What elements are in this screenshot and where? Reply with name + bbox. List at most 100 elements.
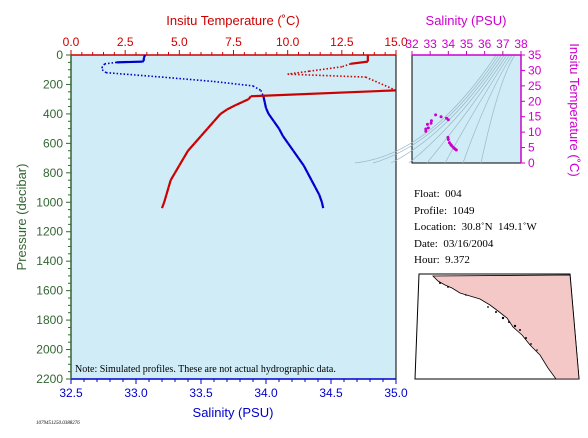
- temperature-profile-segment: [226, 104, 237, 111]
- salinity-profile-segment: [278, 128, 284, 137]
- temperature-profile-segment: [241, 98, 250, 104]
- salinity-profile-segment: [306, 172, 313, 181]
- float-number: Float: 004: [414, 188, 462, 200]
- ts-points: [424, 113, 458, 152]
- salinity-profile-segment: [292, 150, 300, 159]
- temperature-profile-segment: [213, 113, 222, 123]
- salinity-tick-label: 35.0: [384, 386, 408, 400]
- ts-point: [446, 118, 450, 122]
- salinity-profile-segment: [116, 60, 143, 64]
- temperature-profile-segment: [160, 201, 166, 209]
- date: Date: 03/16/2004: [414, 237, 494, 250]
- salinity-tick-label: 33.0: [124, 386, 148, 400]
- temperature-axis: 0.0 2.5 5.0 7.5 10.0 12.5 15.0: [63, 35, 408, 56]
- ts-temperature-tick-label: 5: [528, 141, 535, 155]
- salinity-profile-segment: [252, 85, 262, 92]
- temperature-profile-segment: [182, 150, 189, 159]
- temperature-profile-segment: [193, 135, 202, 145]
- ts-point: [426, 126, 430, 130]
- salinity-tick-label: 33.5: [189, 386, 213, 400]
- temperature-profile-segment: [187, 142, 196, 152]
- density-contour: [426, 54, 508, 164]
- ts-temperature-tick-label: 10: [528, 125, 542, 139]
- salinity-profile-segment: [101, 69, 107, 74]
- ts-salinity-axis-title: Salinity (PSU): [426, 13, 507, 28]
- ts-point: [425, 122, 429, 126]
- salinity-profile-segment: [318, 194, 323, 203]
- temperature-profile-segment: [174, 164, 181, 174]
- location-map: [414, 273, 580, 380]
- temperature-profile-segment: [169, 172, 176, 181]
- salinity-profile-segment: [267, 113, 275, 122]
- salinity-profile-segment: [213, 80, 254, 87]
- density-contour: [462, 54, 513, 164]
- ts-point: [429, 119, 433, 123]
- ts-point: [429, 121, 433, 125]
- float-info: Float: 004 Profile: 1049 Location: 30.8˚…: [414, 186, 537, 269]
- density-contour: [408, 54, 505, 164]
- hour: Hour: 9.372: [414, 254, 470, 266]
- salinity-profile-segment: [297, 157, 305, 167]
- ts-salinity-tick-label: 37: [496, 37, 510, 51]
- pressure-tick-label: 600: [43, 136, 63, 150]
- ts-point: [434, 113, 438, 117]
- ts-point: [439, 115, 443, 119]
- temperature-tick-label: 0.0: [63, 35, 80, 49]
- ts-salinity-tick-label: 34: [442, 37, 456, 51]
- ts-temperature-tick-label: 30: [528, 63, 542, 77]
- footer-id: 1079451250.0388276: [36, 421, 80, 426]
- ts-salinity-tick-label: 36: [478, 37, 492, 51]
- ts-temperature-tick-label: 25: [528, 79, 542, 93]
- temperature-tick-label: 5.0: [171, 35, 188, 49]
- temperature-profile-segment: [247, 95, 252, 100]
- salinity-profile-segment: [106, 71, 163, 78]
- salinity-profile-segment: [260, 90, 265, 97]
- ts-temperature-tick-label: 20: [528, 94, 542, 108]
- simulated-profiles-note: Note: Simulated profiles. These are not …: [75, 364, 336, 375]
- location: Location: 30.8˚N 149.1˚W: [414, 221, 537, 233]
- density-contour: [354, 54, 497, 164]
- temperature-profile-segment: [287, 73, 366, 78]
- salinity-axis-title: Salinity (PSU): [193, 405, 274, 420]
- salinity-profile-segment: [302, 164, 309, 174]
- ts-plot-area: [411, 54, 522, 164]
- pressure-tick-label: 0: [56, 48, 63, 62]
- salinity-profile-segment: [264, 107, 270, 115]
- temperature-profile-segment: [219, 108, 228, 115]
- pressure-tick-label: 1000: [36, 195, 63, 209]
- salinity-profile-segment: [320, 202, 325, 209]
- salinity-profile-segment: [287, 142, 295, 152]
- salinity-profile-segment: [263, 101, 268, 109]
- temperature-tick-label: 7.5: [225, 35, 242, 49]
- temperature-tick-label: 2.5: [117, 35, 134, 49]
- salinity-profile-segment: [142, 54, 147, 59]
- salinity-profile-segment: [262, 95, 266, 103]
- salinity-profile-segment: [310, 179, 317, 189]
- temperature-profile-segment: [206, 120, 215, 130]
- ts-temperature-tick-label: 15: [528, 110, 542, 124]
- temperature-profile-segment: [350, 60, 368, 65]
- map-islands: [439, 282, 538, 351]
- temperature-profile-segment: [250, 89, 397, 98]
- pressure-tick-label: 1200: [36, 225, 63, 239]
- profile-plot-area: [70, 54, 397, 380]
- temperature-profile-segment: [341, 63, 351, 68]
- pressure-axis-title: Pressure (decibar): [14, 164, 29, 271]
- salinity-profile-segment: [101, 63, 106, 68]
- salinity-tick-label: 32.5: [59, 386, 83, 400]
- ts-point: [424, 127, 428, 131]
- pressure-tick-label: 1800: [36, 313, 63, 327]
- ts-salinity-tick-label: 32: [405, 37, 419, 51]
- temperature-tick-label: 12.5: [330, 35, 354, 49]
- ts-point: [424, 129, 428, 133]
- salinity-axis: 32.5 33.0 33.5 34.0 34.5 35.0: [59, 378, 408, 400]
- temperature-tick-label: 10.0: [276, 35, 300, 49]
- ts-temperature-tick-label: 35: [528, 48, 542, 62]
- ts-salinity-tick-label: 33: [423, 37, 437, 51]
- ts-salinity-tick-label: 38: [514, 37, 528, 51]
- salinity-profile-segment: [161, 76, 215, 83]
- salinity-profile-segment: [272, 120, 280, 130]
- temperature-tick-label: 15.0: [384, 35, 408, 49]
- pressure-tick-label: 1400: [36, 254, 63, 268]
